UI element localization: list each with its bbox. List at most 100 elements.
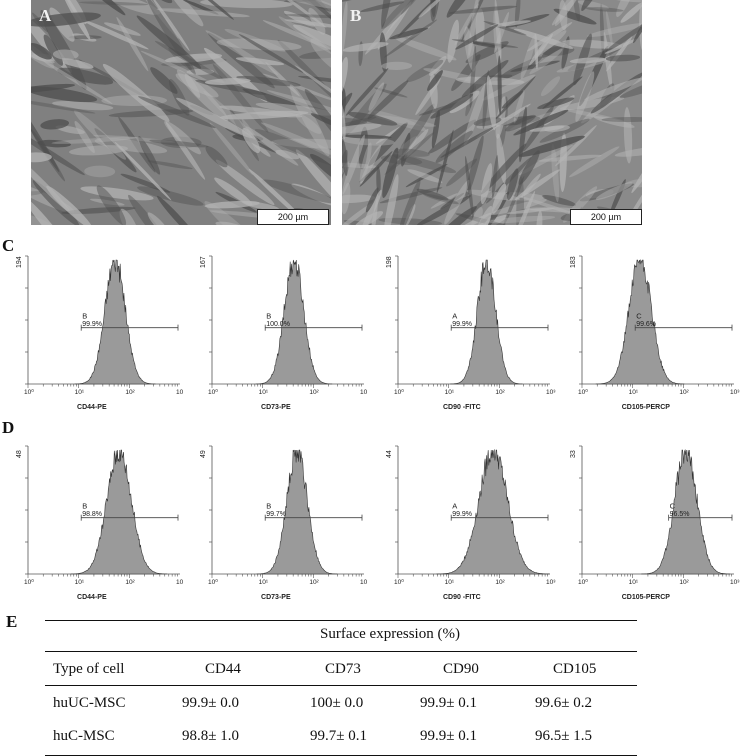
x-tick-label: 10⁰ [394,578,404,586]
table-row-1-cd44: 99.9± 0.0 [182,695,239,712]
x-axis-label: CD44-PE [77,594,107,601]
x-tick-label: 10 [176,389,184,396]
x-tick-label: 10¹ [259,579,269,586]
x-axis-label: CD90 -FITC [443,594,481,601]
x-axis-label: CD44-PE [77,404,107,411]
y-max-label: 49 [200,450,207,458]
y-max-label: 48 [16,450,23,458]
x-tick-label: 10¹ [629,579,639,586]
y-max-label: 198 [386,256,393,268]
x-tick-label: 10² [309,579,319,586]
x-tick-label: 10¹ [629,389,639,396]
gate-letter: B [82,502,87,511]
x-tick-label: 10³ [546,579,556,586]
gate-letter: A [452,312,457,321]
x-tick-label: 10⁰ [394,388,404,396]
x-tick-label: 10 [176,579,184,586]
panel-label-c: C [2,236,14,256]
x-tick-label: 10¹ [445,579,455,586]
x-tick-label: 10² [309,389,319,396]
x-tick-label: 10³ [730,579,740,586]
table-row-1-cd105: 99.6± 0.2 [535,695,592,712]
gate-percent: 99.7% [266,511,286,518]
table-row-2-cd105: 96.5± 1.5 [535,728,592,745]
x-tick-label: 10³ [546,389,556,396]
table-col-type: Type of cell [53,661,124,678]
x-axis-label: CD105-PERCP [622,594,671,601]
x-axis-label: CD105-PERCP [622,404,671,411]
x-axis-label: CD90 -FITC [443,404,481,411]
gate-letter: B [266,312,271,321]
gate-letter: B [266,502,271,511]
gate-letter: B [82,312,87,321]
y-max-label: 33 [570,450,577,458]
x-tick-label: 10⁰ [208,388,218,396]
table-col-cd90: CD90 [443,661,479,678]
scale-bar-a: 200 µm [257,209,329,225]
table-header-rule [45,651,637,652]
x-tick-label: 10¹ [75,389,85,396]
x-tick-label: 10² [495,579,505,586]
x-tick-label: 10² [679,579,689,586]
x-tick-label: 10¹ [445,389,455,396]
y-max-label: 167 [200,256,207,268]
gate-percent: 99.9% [82,321,102,328]
x-tick-label: 10⁰ [208,578,218,586]
panel-label-d: D [2,418,14,438]
table-columns-rule [45,685,637,686]
x-tick-label: 10 [360,389,368,396]
x-tick-label: 10 [360,579,368,586]
table-col-cd105: CD105 [553,661,596,678]
table-row-2-cd73: 99.7± 0.1 [310,728,367,745]
x-tick-label: 10⁰ [578,578,588,586]
gate-letter: C [670,502,676,511]
gate-percent: 99.6% [636,321,656,328]
gate-percent: 96.5% [670,511,690,518]
y-max-label: 194 [16,256,23,268]
x-tick-label: 10³ [730,389,740,396]
table-top-rule [45,620,637,621]
table-col-cd44: CD44 [205,661,241,678]
x-tick-label: 10¹ [259,389,269,396]
gate-percent: 99.9% [452,511,472,518]
gate-percent: 99.9% [452,321,472,328]
table-row-2-cd44: 98.8± 1.0 [182,728,239,745]
histogram-axes [582,446,734,574]
x-tick-label: 10⁰ [24,578,34,586]
x-axis-label: CD73-PE [261,404,291,411]
y-max-label: 183 [570,256,577,268]
gate-percent: 100.0% [266,321,290,328]
micrograph-b: B 200 µm [342,0,642,225]
table-row-1-cd73: 100± 0.0 [310,695,363,712]
micrograph-label-b: B [350,6,361,26]
gate-letter: A [452,502,457,511]
gate-letter: C [636,312,642,321]
x-tick-label: 10⁰ [24,388,34,396]
x-tick-label: 10² [125,579,135,586]
table-row-2-type: huC-MSC [53,728,115,745]
y-max-label: 44 [386,450,393,458]
micrograph-a: A 200 µm [31,0,331,225]
table-row-1-cd90: 99.9± 0.1 [420,695,477,712]
x-tick-label: 10² [679,389,689,396]
x-tick-label: 10⁰ [578,388,588,396]
scale-bar-b: 200 µm [570,209,642,225]
table-row-1-type: huUC-MSC [53,695,126,712]
micrograph-label-a: A [39,6,51,26]
x-tick-label: 10² [495,389,505,396]
table-row-2-cd90: 99.9± 0.1 [420,728,477,745]
x-axis-label: CD73-PE [261,594,291,601]
table-col-cd73: CD73 [325,661,361,678]
x-tick-label: 10¹ [75,579,85,586]
x-tick-label: 10² [125,389,135,396]
gate-percent: 98.8% [82,511,102,518]
panel-label-e: E [6,612,17,632]
